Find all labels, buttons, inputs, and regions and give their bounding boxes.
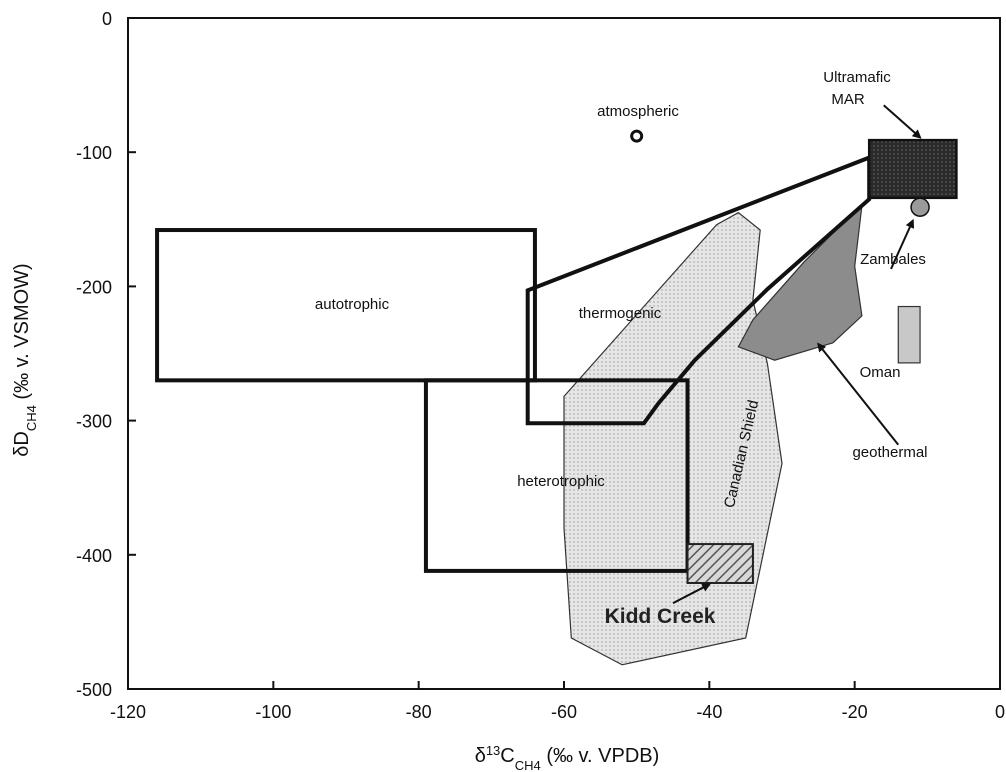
- y-tick-label: 0: [102, 9, 112, 29]
- y-tick-label: -500: [76, 680, 112, 700]
- oman-label: Oman: [860, 364, 901, 381]
- plot-frame: [127, 17, 1001, 690]
- zambales-arrow: [890, 218, 915, 270]
- x-tick-label: 0: [995, 702, 1005, 722]
- zambales-label: Zambales: [860, 251, 926, 268]
- heterotrophic-region: [423, 378, 690, 573]
- points-layer: [630, 129, 930, 217]
- autotrophic-region: [155, 228, 537, 383]
- x-tick-label: -100: [255, 702, 291, 722]
- regions-layer: [155, 138, 958, 666]
- y-tick-label: -300: [76, 412, 112, 432]
- ticks-layer: -120 -100 -80 -60 -40 -20 00-100-200-300-400-5…: [76, 9, 1005, 722]
- y-axis-title: δDCH4 (‰ v. VSMOW): [11, 263, 39, 456]
- geothermal-arrow: [817, 342, 900, 446]
- atmospheric-label: atmospheric: [597, 103, 679, 120]
- mar-arrow: [883, 104, 922, 139]
- kidd-creek-arrow: [672, 583, 712, 605]
- y-tick-label: -100: [76, 143, 112, 163]
- y-tick-label: -200: [76, 277, 112, 297]
- kidd-creek-region: [686, 543, 754, 584]
- ultramafic-label: Ultramafic: [823, 69, 891, 86]
- x-tick-label: -40: [696, 702, 722, 722]
- zambales-point: [910, 197, 930, 217]
- autotrophic-label: autotrophic: [315, 296, 390, 313]
- y-tick-label: -400: [76, 546, 112, 566]
- mar-label: MAR: [831, 91, 865, 108]
- geothermal-label: geothermal: [852, 444, 927, 461]
- ultramafic-mar-region: [867, 138, 958, 200]
- kidd-creek-label: Kidd Creek: [605, 605, 716, 628]
- x-tick-label: -20: [842, 702, 868, 722]
- x-tick-label: -120: [110, 702, 146, 722]
- oman-region: [897, 305, 921, 364]
- x-axis-title: δ13CCH4 (‰ v. VPDB): [475, 743, 660, 772]
- x-tick-label: -60: [551, 702, 577, 722]
- arrows-layer: [672, 104, 922, 605]
- atmospheric-point: [630, 129, 644, 143]
- thermogenic-label: thermogenic: [579, 305, 662, 322]
- heterotrophic-label: heterotrophic: [517, 473, 605, 490]
- geothermal-region: [737, 204, 863, 361]
- x-tick-label: -80: [406, 702, 432, 722]
